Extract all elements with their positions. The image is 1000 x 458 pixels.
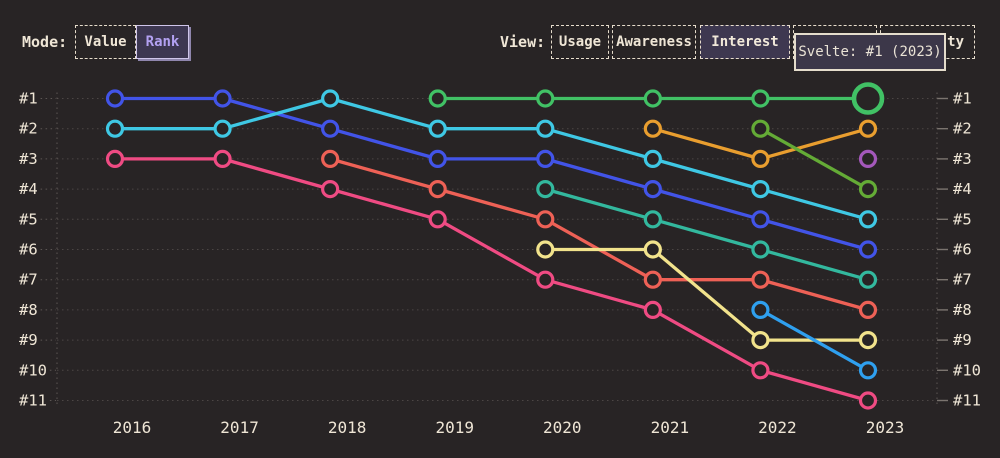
mode-label: Mode: — [22, 33, 68, 51]
data-point-blue[interactable] — [536, 149, 555, 168]
data-point-red[interactable] — [751, 270, 770, 289]
data-point-pink[interactable] — [536, 270, 555, 289]
data-point-lime[interactable] — [751, 119, 770, 138]
series-line-pink — [113, 157, 870, 403]
x-axis-label: 2016 — [113, 418, 152, 437]
data-point-pink[interactable] — [428, 210, 447, 229]
data-point-svelte[interactable] — [643, 89, 662, 108]
y-axis-label-right: #1 — [953, 90, 972, 108]
data-point-svelte[interactable] — [751, 89, 770, 108]
tooltip-text: Svelte: #1 (2023) — [798, 44, 942, 60]
data-point-pink[interactable] — [643, 300, 662, 319]
data-point-yellow[interactable] — [858, 331, 878, 350]
data-point-blue[interactable] — [858, 240, 878, 259]
data-point-orange[interactable] — [751, 149, 770, 168]
data-point-orange[interactable] — [858, 119, 878, 138]
data-point-pink[interactable] — [751, 361, 770, 380]
x-axis-label: 2020 — [543, 418, 582, 437]
x-axis-label: 2022 — [758, 418, 797, 437]
data-point-blue[interactable] — [321, 119, 340, 138]
series-line-azure — [758, 308, 870, 372]
data-point-lime[interactable] — [858, 180, 878, 199]
data-point-red[interactable] — [321, 149, 340, 168]
data-point-cyan[interactable] — [643, 149, 662, 168]
data-point-cyan[interactable] — [751, 180, 770, 199]
data-point-purple[interactable] — [858, 149, 878, 168]
data-point-yellow[interactable] — [643, 240, 662, 259]
y-axis-label-right: #11 — [953, 392, 981, 410]
y-axis-label-right: #8 — [953, 301, 972, 319]
data-point-pink[interactable] — [213, 149, 232, 168]
data-point-cyan[interactable] — [536, 119, 555, 138]
x-axis-label: 2017 — [220, 418, 259, 437]
y-axis-label-right: #7 — [953, 271, 972, 289]
data-point-blue[interactable] — [751, 210, 770, 229]
y-axis-label-left: #8 — [19, 301, 38, 319]
data-point-yellow[interactable] — [751, 331, 770, 350]
series-line-cyan — [113, 96, 870, 221]
data-point-azure[interactable] — [751, 300, 770, 319]
data-point-teal[interactable] — [858, 270, 878, 289]
mode-button-value[interactable]: Value — [75, 25, 136, 59]
y-axis-label-left: #4 — [19, 180, 38, 198]
series-line-blue — [113, 96, 870, 252]
data-point-blue[interactable] — [213, 89, 232, 108]
y-axis-label-left: #5 — [19, 210, 38, 228]
chart-tooltip: Svelte: #1 (2023) — [794, 33, 946, 71]
y-axis-label-left: #6 — [19, 241, 38, 259]
x-axis-label: 2018 — [328, 418, 367, 437]
y-axis-label-right: #9 — [953, 331, 972, 349]
y-axis-label-left: #7 — [19, 271, 38, 289]
data-point-blue[interactable] — [643, 180, 662, 199]
y-axis-label-left: #10 — [19, 361, 47, 379]
y-axis-label-left: #2 — [19, 120, 38, 138]
view-button-usage[interactable]: Usage — [551, 25, 609, 59]
data-point-cyan[interactable] — [213, 119, 232, 138]
y-axis-label-right: #10 — [953, 361, 981, 379]
data-point-red[interactable] — [536, 210, 555, 229]
y-axis-label-left: #11 — [19, 392, 47, 410]
data-point-cyan[interactable] — [858, 210, 878, 229]
y-axis-label-right: #6 — [953, 241, 972, 259]
data-point-highlighted-svelte[interactable] — [851, 82, 885, 115]
data-point-pink[interactable] — [321, 180, 340, 199]
data-point-pink[interactable] — [858, 391, 878, 410]
y-axis-label-right: #3 — [953, 150, 972, 168]
data-point-cyan[interactable] — [105, 119, 125, 138]
data-point-svelte[interactable] — [428, 89, 447, 108]
series-line-teal — [543, 187, 870, 282]
y-axis-label-left: #1 — [19, 90, 38, 108]
data-point-teal[interactable] — [536, 180, 555, 199]
y-axis-label-right: #2 — [953, 120, 972, 138]
view-button-awareness[interactable]: Awareness — [612, 25, 696, 59]
data-point-cyan[interactable] — [428, 119, 447, 138]
data-point-pink[interactable] — [105, 149, 125, 168]
view-button-interest[interactable]: Interest — [700, 25, 790, 59]
x-axis-label: 2023 — [866, 418, 905, 437]
mode-button-rank[interactable]: Rank — [136, 25, 189, 59]
data-point-blue[interactable] — [105, 89, 125, 108]
y-axis-label-left: #9 — [19, 331, 38, 349]
data-point-cyan[interactable] — [321, 89, 340, 108]
view-label: View: — [500, 33, 546, 51]
data-point-yellow[interactable] — [536, 240, 555, 259]
y-axis-label-right: #5 — [953, 210, 972, 228]
series-line-lime — [758, 127, 870, 191]
data-point-red[interactable] — [858, 300, 878, 319]
data-point-azure[interactable] — [858, 361, 878, 380]
y-axis-label-right: #4 — [953, 180, 972, 198]
data-point-svelte[interactable] — [536, 89, 555, 108]
data-point-teal[interactable] — [751, 240, 770, 259]
data-point-red[interactable] — [643, 270, 662, 289]
data-point-red[interactable] — [428, 180, 447, 199]
y-axis-label-left: #3 — [19, 150, 38, 168]
data-point-blue[interactable] — [428, 149, 447, 168]
series-line-red — [328, 157, 870, 312]
data-point-orange[interactable] — [643, 119, 662, 138]
x-axis-label: 2021 — [651, 418, 690, 437]
data-point-teal[interactable] — [643, 210, 662, 229]
x-axis-label: 2019 — [435, 418, 474, 437]
